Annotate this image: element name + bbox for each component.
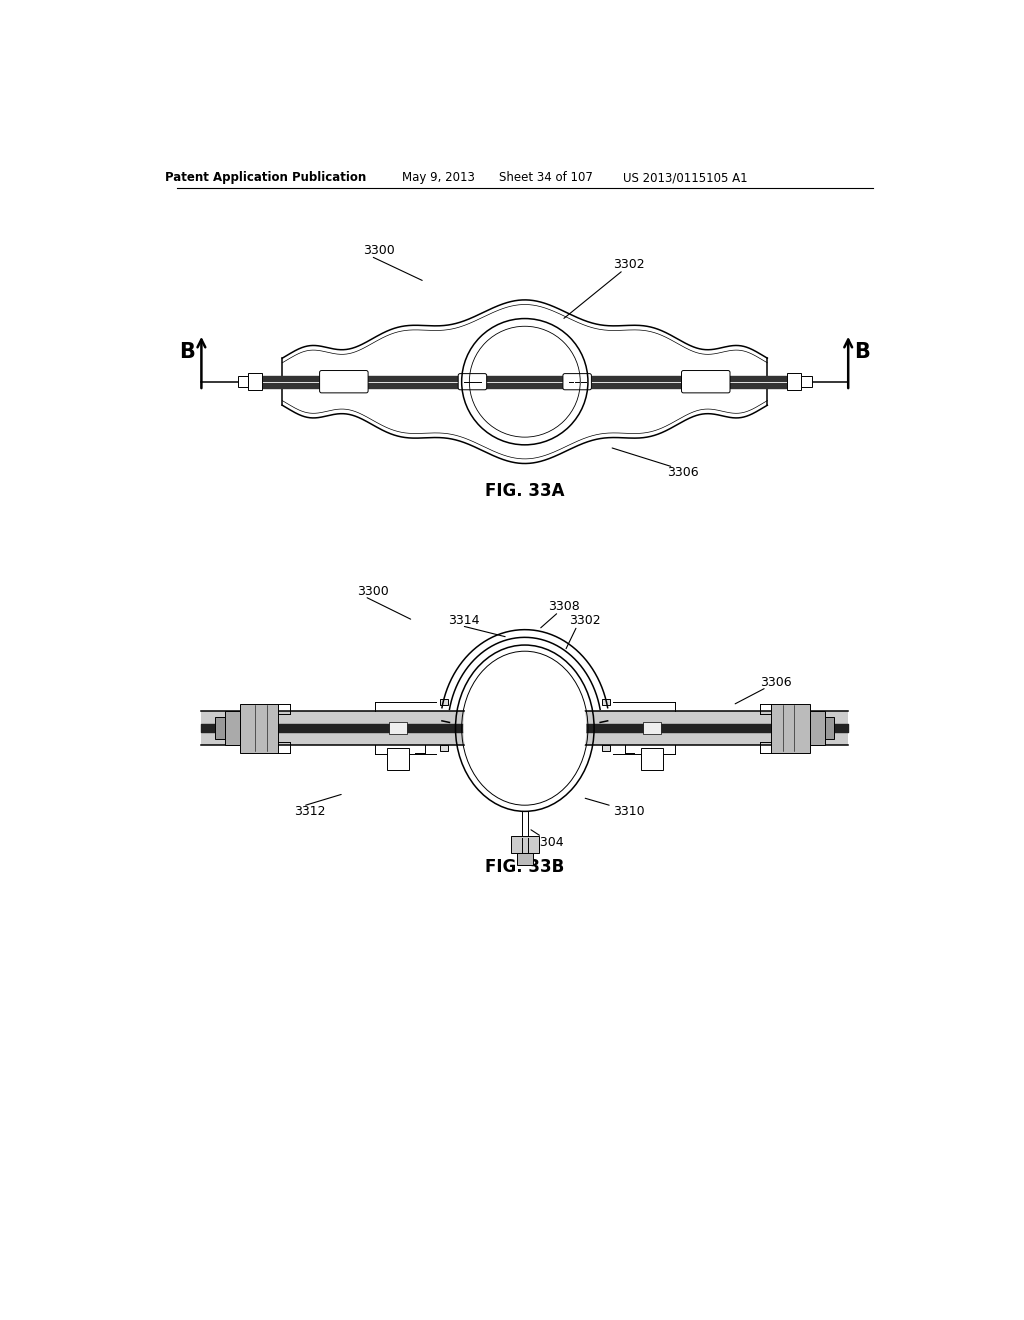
- Bar: [825, 718, 835, 739]
- FancyBboxPatch shape: [458, 374, 486, 389]
- Text: 3304: 3304: [532, 836, 564, 849]
- Bar: [810, 711, 825, 744]
- Bar: [440, 700, 447, 705]
- Text: 3300: 3300: [357, 585, 389, 598]
- Text: Sheet 34 of 107: Sheet 34 of 107: [500, 172, 593, 185]
- Text: B: B: [854, 342, 870, 363]
- Bar: [202, 711, 848, 744]
- Bar: [224, 711, 240, 744]
- Text: FIG. 33A: FIG. 33A: [485, 482, 564, 500]
- Bar: [801, 376, 812, 387]
- Text: US 2013/0115105 A1: US 2013/0115105 A1: [623, 172, 748, 185]
- Text: 3314: 3314: [447, 614, 479, 627]
- Text: 3306: 3306: [668, 466, 698, 479]
- Bar: [388, 722, 407, 734]
- FancyBboxPatch shape: [319, 371, 368, 393]
- Bar: [240, 704, 279, 752]
- Text: 3310: 3310: [613, 805, 645, 818]
- FancyBboxPatch shape: [682, 371, 730, 393]
- Bar: [643, 722, 662, 734]
- Text: 3306: 3306: [760, 676, 792, 689]
- Bar: [387, 748, 409, 770]
- Text: 3312: 3312: [294, 805, 326, 818]
- Bar: [517, 853, 532, 866]
- Bar: [602, 744, 609, 751]
- Bar: [771, 704, 810, 752]
- Text: 3300: 3300: [364, 244, 395, 257]
- Bar: [440, 744, 447, 751]
- Bar: [238, 376, 249, 387]
- Text: 3302: 3302: [613, 259, 645, 271]
- Text: Patent Application Publication: Patent Application Publication: [165, 172, 366, 185]
- Bar: [641, 748, 663, 770]
- Text: FIG. 33B: FIG. 33B: [485, 858, 564, 875]
- Text: 3308: 3308: [548, 601, 580, 612]
- Bar: [787, 374, 801, 391]
- Text: May 9, 2013: May 9, 2013: [402, 172, 475, 185]
- FancyBboxPatch shape: [563, 374, 592, 389]
- Text: B: B: [179, 342, 196, 363]
- Bar: [511, 836, 539, 853]
- Text: 3302: 3302: [569, 614, 601, 627]
- Bar: [249, 374, 262, 391]
- Bar: [602, 700, 609, 705]
- Ellipse shape: [463, 653, 587, 804]
- Bar: [215, 718, 224, 739]
